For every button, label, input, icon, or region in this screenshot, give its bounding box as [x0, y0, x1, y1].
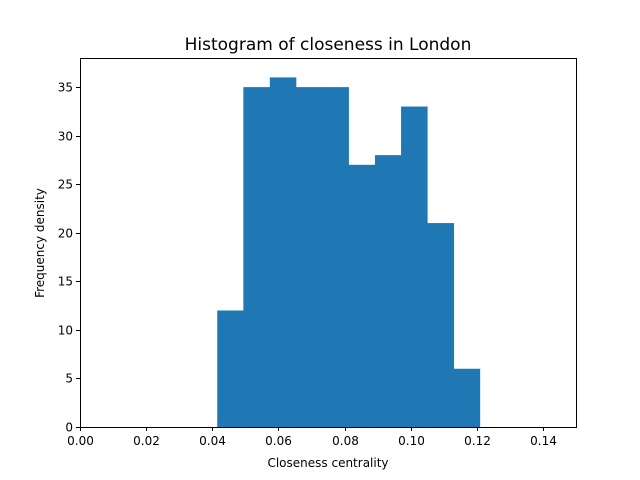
- x-tick-label: 0.12: [464, 434, 491, 448]
- x-tick-label: 0.00: [67, 434, 94, 448]
- histogram-bar-7: [401, 106, 428, 427]
- x-tick-label: 0.04: [199, 434, 226, 448]
- x-axis-ticks: 0.00 0.02 0.04 0.06 0.08 0.10 0.12 0.14: [67, 427, 557, 448]
- y-tick-label: 30: [58, 130, 73, 144]
- histogram-bar-0: [217, 310, 244, 427]
- histogram-bar-5: [348, 164, 376, 427]
- y-tick-label: 15: [58, 275, 73, 289]
- x-axis-label: Closeness centrality: [267, 456, 388, 470]
- y-tick-label: 10: [58, 324, 73, 338]
- y-tick-label: 35: [58, 81, 73, 95]
- chart-title: Histogram of closeness in London: [185, 35, 472, 55]
- histogram-bar-1: [243, 87, 271, 427]
- y-tick-label: 25: [58, 178, 73, 192]
- histogram-bar-6: [374, 155, 402, 427]
- x-tick-label: 0.02: [133, 434, 160, 448]
- x-tick-label: 0.14: [530, 434, 557, 448]
- y-axis-label: Frequency density: [33, 188, 47, 298]
- y-axis-ticks: 0 5 10 15 20 25 30 35: [58, 81, 80, 435]
- plot-frame: [80, 58, 577, 428]
- histogram-bar-2: [269, 77, 297, 427]
- x-tick-label: 0.08: [332, 434, 359, 448]
- histogram-bar-8: [427, 223, 455, 427]
- histogram-bar-9: [453, 368, 481, 427]
- y-tick-label: 0: [65, 421, 73, 435]
- y-tick-label: 5: [65, 372, 73, 386]
- histogram-bar-3: [295, 87, 323, 427]
- x-tick-label: 0.10: [398, 434, 425, 448]
- bars-group: [217, 77, 481, 427]
- y-tick-label: 20: [58, 227, 73, 241]
- histogram-bar-4: [322, 87, 349, 427]
- x-tick-label: 0.06: [265, 434, 292, 448]
